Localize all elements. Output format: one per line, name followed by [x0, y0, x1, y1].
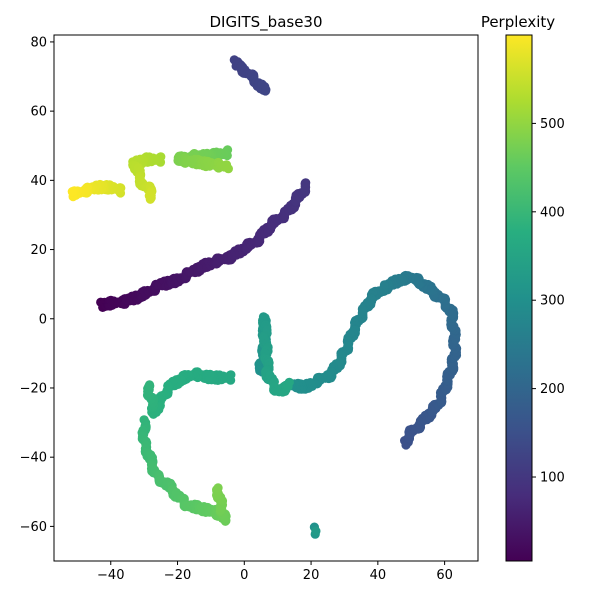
y-tick-label: −40 — [20, 451, 47, 466]
colorbar-tick-label: 300 — [540, 294, 565, 309]
point-cluster — [173, 145, 233, 174]
x-tick-label: −20 — [164, 568, 191, 583]
x-tick-label: 40 — [370, 568, 387, 583]
point-cluster — [137, 415, 231, 526]
colorbar-tick-label: 200 — [540, 382, 565, 397]
colorbar-tick-label: 100 — [540, 471, 565, 486]
data-point — [311, 526, 321, 536]
y-tick-label: 0 — [39, 312, 47, 327]
x-tick-label: −40 — [97, 568, 124, 583]
point-cluster — [254, 312, 294, 397]
colorbar-tick-label: 500 — [540, 117, 565, 132]
y-tick-label: 80 — [30, 35, 47, 50]
data-point — [144, 191, 154, 201]
colorbar-axis: 100 200 300 400 500 — [532, 117, 565, 486]
y-tick-label: −60 — [20, 520, 47, 535]
data-point — [144, 380, 155, 390]
chart-title: DIGITS_base30 — [209, 13, 322, 32]
point-cluster — [67, 179, 126, 202]
x-axis: −40 −20 0 20 40 60 — [97, 561, 453, 583]
x-tick-label: 20 — [303, 568, 320, 583]
colorbar-label: Perplexity — [481, 13, 555, 31]
plot-frame — [53, 34, 479, 562]
point-cluster — [96, 178, 311, 312]
data-point — [223, 164, 233, 174]
y-axis: −60 −40 −20 0 20 40 60 80 — [20, 35, 54, 535]
point-cluster — [229, 55, 271, 96]
data-point — [301, 178, 311, 188]
colorbar — [505, 34, 533, 562]
data-point — [284, 377, 294, 387]
y-tick-label: 20 — [30, 243, 47, 258]
x-tick-label: 60 — [436, 568, 453, 583]
y-tick-label: 60 — [30, 105, 47, 120]
data-point — [213, 483, 223, 493]
point-cluster — [128, 152, 166, 204]
x-tick-label: 0 — [240, 568, 248, 583]
point-cluster — [381, 270, 461, 343]
y-tick-label: 40 — [30, 174, 47, 189]
y-tick-label: −20 — [20, 381, 47, 396]
point-cluster — [309, 522, 321, 539]
colorbar-tick-label: 400 — [540, 205, 565, 220]
point-cluster — [142, 367, 236, 419]
scatter-points — [67, 55, 462, 539]
data-point — [67, 187, 77, 197]
point-cluster — [284, 280, 390, 394]
point-cluster — [400, 330, 462, 450]
data-point — [261, 85, 271, 95]
